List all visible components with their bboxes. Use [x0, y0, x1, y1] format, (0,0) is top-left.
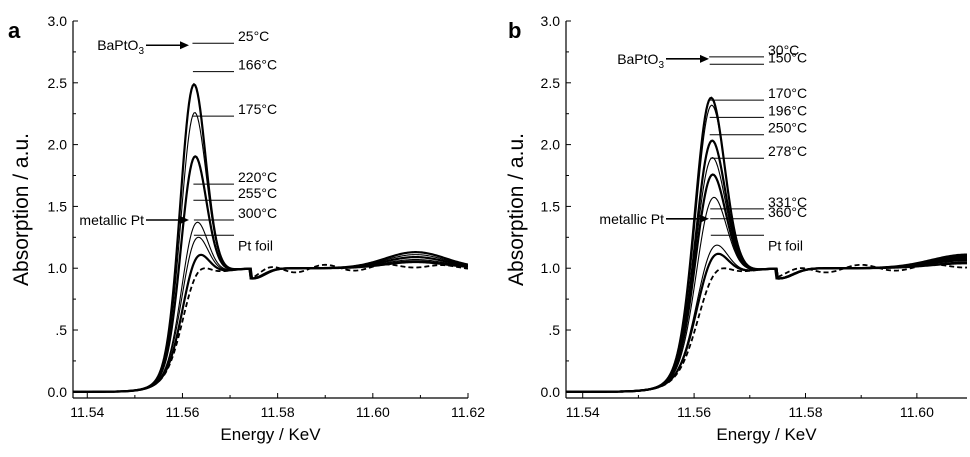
series-label: 25°C — [238, 28, 269, 44]
series-label: 196°C — [768, 102, 807, 118]
series-label: 278°C — [768, 143, 807, 159]
series-line-360-c — [566, 252, 967, 393]
series-label: 360°C — [768, 204, 807, 220]
series-label: 175°C — [238, 101, 277, 117]
series-label: 30°C — [768, 42, 799, 58]
series-line-30-c — [566, 96, 967, 393]
y-tick-label: 2.5 — [48, 75, 68, 91]
y-axis-title: Absorption / a.u. — [10, 133, 33, 286]
x-tick-label: 11.54 — [70, 404, 104, 420]
x-tick-label: 11.58 — [261, 404, 295, 420]
x-tick-label: 11.56 — [165, 404, 199, 420]
series-label: 166°C — [238, 57, 277, 73]
y-tick-label: 1.0 — [48, 260, 68, 276]
y-tick-label: .5 — [55, 322, 67, 338]
series-line-pt-foil — [566, 263, 967, 393]
panel-a-chart: 0.0 .5 1.0 1.5 2.0 2.5 3.0 11.54 11.56 11.58 11.60… — [8, 13, 485, 444]
annotation-text: BaPtO — [617, 51, 658, 67]
x-tick-label: 11.54 — [566, 404, 600, 420]
series-label: Pt foil — [768, 237, 803, 253]
y-tick-label: 1.5 — [48, 198, 68, 214]
annotation-arrow-head — [180, 41, 189, 50]
x-tick-label: 11.60 — [900, 404, 934, 420]
panel-letter: b — [508, 18, 521, 43]
series-label: 255°C — [238, 185, 277, 201]
annotation-subscript: 3 — [658, 60, 664, 71]
series-line-150-c — [566, 104, 967, 393]
x-axis-title: Energy / KeV — [716, 425, 817, 444]
annotation-arrow-head — [180, 216, 189, 225]
x-tick-label: 11.62 — [451, 404, 485, 420]
annotation-label: metallic Pt — [599, 211, 664, 227]
x-tick-label: 11.60 — [356, 404, 390, 420]
series-label: 250°C — [768, 120, 807, 136]
series-line-196-c — [566, 156, 967, 393]
annotation-label: BaPtO3 — [617, 51, 664, 71]
series-label: 170°C — [768, 85, 807, 101]
series-line-250-c — [566, 173, 967, 393]
annotation-arrow-head — [700, 54, 709, 63]
series-label: 220°C — [238, 169, 277, 185]
annotation-label: metallic Pt — [79, 212, 144, 228]
panel-letter: a — [8, 18, 21, 43]
y-tick-label: 2.0 — [541, 137, 561, 153]
y-tick-label: 0.0 — [48, 384, 68, 400]
x-tick-label: 11.56 — [677, 404, 711, 420]
y-tick-label: 3.0 — [48, 13, 68, 29]
series-line-300-c — [73, 253, 468, 393]
panel-b-chart: 0.0 .5 1.0 1.5 2.0 2.5 3.0 11.54 11.56 11.58 11.60… — [505, 13, 967, 444]
series-label: 300°C — [238, 205, 277, 221]
y-tick-label: 2.0 — [48, 137, 68, 153]
y-tick-label: 0.0 — [541, 384, 561, 400]
series-line-pt-foil — [73, 263, 468, 393]
series-label: 331°C — [768, 194, 807, 210]
y-tick-label: 1.5 — [541, 198, 561, 214]
y-tick-label: 3.0 — [541, 13, 561, 29]
annotation-subscript: 3 — [138, 46, 144, 57]
series-label: 150°C — [768, 49, 807, 65]
y-axis-title: Absorption / a.u. — [505, 133, 528, 286]
x-tick-label: 11.58 — [788, 404, 822, 420]
y-tick-label: .5 — [548, 322, 560, 338]
y-tick-label: 1.0 — [541, 260, 561, 276]
y-tick-label: 2.5 — [541, 75, 561, 91]
annotation-arrow-head — [700, 214, 709, 223]
annotation-text: BaPtO — [97, 37, 138, 53]
series-line-255-c — [73, 236, 468, 393]
annotation-text: metallic Pt — [599, 211, 664, 227]
series-label: Pt foil — [238, 237, 273, 253]
annotation-text: metallic Pt — [79, 212, 144, 228]
x-axis-title: Energy / KeV — [220, 425, 321, 444]
annotation-label: BaPtO3 — [97, 37, 144, 57]
